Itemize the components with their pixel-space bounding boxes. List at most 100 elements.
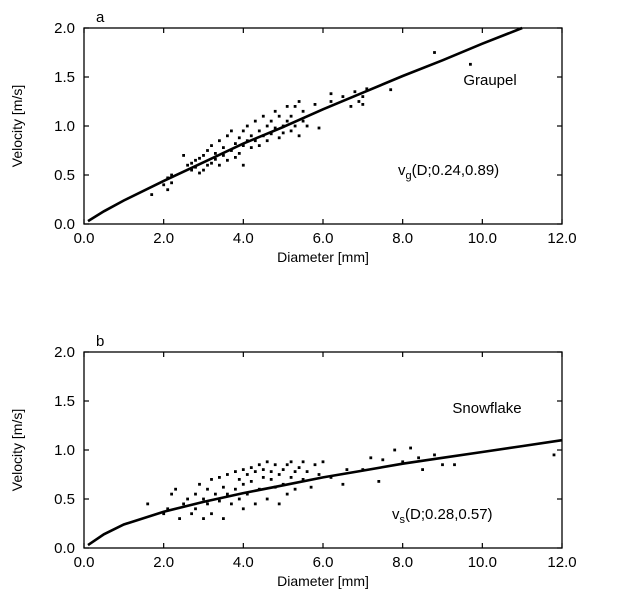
data-point (182, 154, 185, 157)
fit-label-sub: g (406, 170, 412, 182)
data-point (202, 497, 205, 501)
data-point (261, 468, 265, 471)
data-point (273, 485, 277, 489)
data-point (377, 480, 381, 483)
data-point (237, 478, 241, 481)
y-tick-label: 1.5 (54, 393, 75, 410)
data-point (166, 188, 170, 192)
data-point (182, 502, 185, 506)
data-point (170, 181, 173, 185)
data-point (210, 478, 213, 481)
data-point (249, 466, 253, 469)
data-point (202, 168, 205, 172)
data-point (234, 156, 237, 159)
data-point (257, 487, 261, 491)
data-point (349, 105, 353, 108)
data-point (166, 176, 170, 180)
data-point (194, 492, 197, 496)
data-point (369, 456, 373, 460)
data-point (234, 142, 237, 145)
data-point (218, 476, 221, 479)
data-point (170, 173, 173, 177)
data-point (186, 497, 189, 501)
data-point (234, 470, 237, 473)
series-label: Snowflake (452, 400, 521, 417)
series-label: Graupel (463, 72, 516, 89)
data-point (146, 502, 150, 506)
data-point (389, 88, 393, 92)
data-point (329, 476, 333, 479)
data-point (293, 105, 297, 108)
plot-frame (83, 27, 563, 225)
data-point (277, 136, 281, 140)
chart-panel-a: 0.0 2.0 4.0 6.0 8.0 10.0 12.0 0.0 0.5 1.0 1.5 2.0 Di… (9, 9, 577, 265)
data-point (218, 163, 221, 167)
data-point (269, 478, 273, 481)
data-point (241, 482, 245, 486)
data-point (218, 499, 221, 503)
data-point (329, 100, 333, 103)
panel-label: a (96, 9, 105, 26)
data-point (453, 463, 456, 467)
data-point (273, 109, 277, 113)
data-point (393, 448, 397, 452)
data-point (170, 492, 173, 496)
data-point (230, 149, 233, 152)
data-point (277, 473, 281, 476)
data-point (261, 114, 265, 118)
data-point (214, 157, 217, 161)
data-point (261, 476, 265, 479)
data-point (305, 124, 309, 128)
data-point (241, 144, 245, 147)
data-point (273, 463, 277, 467)
data-point (206, 163, 209, 167)
y-tick-label: 1.5 (54, 69, 75, 86)
data-point (237, 497, 241, 501)
data-point (241, 468, 245, 471)
data-point (345, 468, 349, 471)
x-tick-label: 2.0 (153, 554, 174, 571)
data-point (301, 119, 305, 123)
data-point (433, 51, 436, 54)
data-point (174, 487, 177, 491)
data-point (150, 193, 154, 196)
data-point (433, 453, 436, 457)
data-point (341, 482, 345, 486)
data-point (265, 497, 269, 501)
data-point (245, 124, 249, 128)
data-point (421, 468, 424, 471)
data-point (277, 502, 281, 506)
y-tick-label: 0.5 (54, 167, 75, 184)
data-point (198, 156, 201, 160)
data-point (441, 463, 444, 467)
data-point (190, 168, 193, 172)
x-tick-label: 6.0 (313, 554, 334, 571)
fit-label-sub: s (400, 514, 406, 526)
data-point (210, 512, 213, 516)
data-point (313, 103, 317, 106)
fit-label: vs(D;0.28,0.57) (392, 506, 493, 526)
x-tick-label: 8.0 (392, 230, 413, 247)
data-point (293, 487, 297, 491)
data-point (469, 62, 472, 66)
y-tick-label: 0.0 (54, 216, 75, 233)
data-point (206, 149, 209, 152)
data-point (202, 154, 205, 157)
x-tick-label: 2.0 (153, 230, 174, 247)
x-tick-label: 6.0 (313, 230, 334, 247)
data-point (214, 152, 217, 155)
x-axis-label: Diameter [mm] (277, 249, 369, 265)
data-point (289, 460, 293, 464)
data-point (293, 124, 297, 128)
data-point (301, 460, 305, 464)
data-point (222, 154, 225, 157)
x-tick-label: 8.0 (392, 554, 413, 571)
data-point (162, 183, 166, 187)
y-axis-label: Velocity [m/s] (9, 85, 25, 167)
data-point (409, 446, 412, 450)
data-point (214, 492, 217, 496)
fit-label-base: v (392, 506, 400, 523)
data-point (166, 507, 170, 511)
data-point (381, 458, 385, 462)
data-point (317, 126, 321, 130)
